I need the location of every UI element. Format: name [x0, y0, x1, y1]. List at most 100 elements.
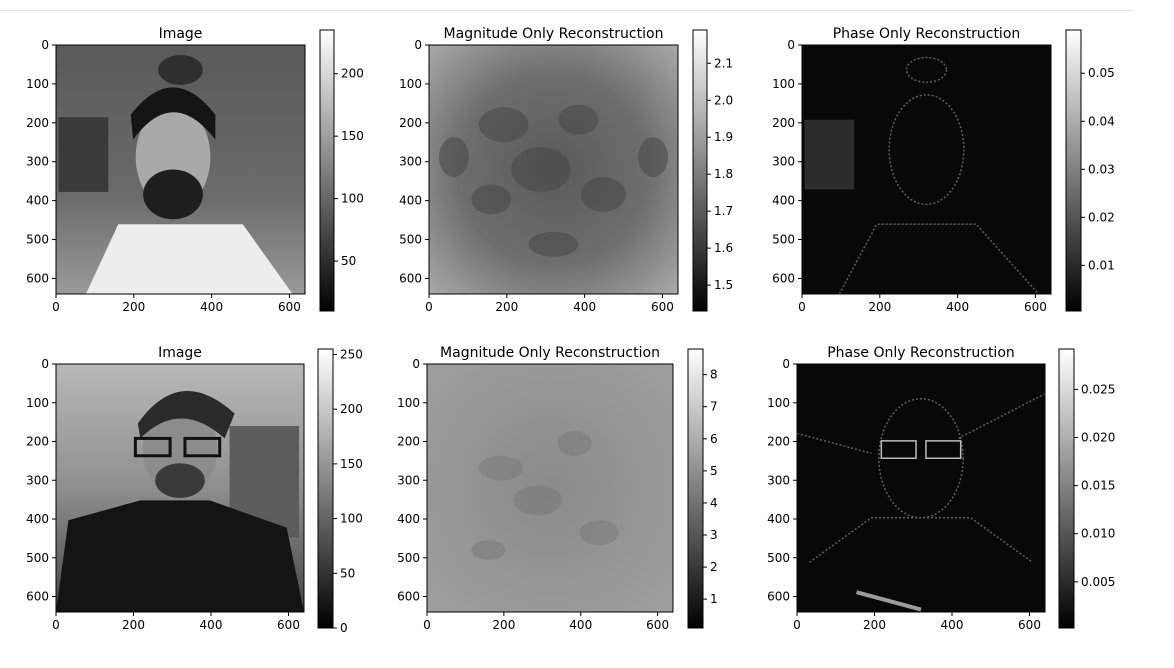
colorbar-tick-label: 0.05	[1088, 66, 1115, 80]
texture-blob	[513, 485, 563, 516]
colorbar	[1065, 29, 1082, 312]
y-tick-label: 100	[399, 77, 422, 91]
x-tick-label: 200	[863, 618, 886, 632]
y-tick-label: 100	[26, 77, 49, 91]
y-tick-label: 300	[399, 155, 422, 169]
y-tick-label: 400	[772, 194, 795, 208]
colorbar-tick-label: 100	[340, 512, 363, 526]
y-tick-label: 500	[397, 551, 420, 565]
glasses-right-outline	[925, 440, 962, 459]
y-tick-label: 600	[26, 271, 49, 285]
subplot-title: Phase Only Reconstruction	[827, 345, 1015, 361]
colorbar	[692, 29, 708, 312]
colorbar-tick-label: 150	[340, 457, 363, 471]
colorbar-tick-label: 2	[710, 560, 718, 574]
subplot-title: Image	[159, 26, 203, 42]
subplot-1: Image 0 200 400 600 0 100 200 300 400 500 600 50 100 1…	[26, 26, 364, 314]
hair-shape	[137, 391, 235, 439]
colorbar-tick-label: 2.0	[714, 93, 733, 107]
y-tick-label: 300	[397, 473, 420, 487]
colorbar-tick-label: 1.7	[714, 204, 733, 218]
colorbar-tick-label: 50	[341, 254, 356, 268]
colorbar-tick-label: 1.6	[714, 241, 733, 255]
y-tick-label: 400	[399, 194, 422, 208]
shoulder-outline	[838, 223, 1040, 295]
axes-frame	[55, 363, 305, 613]
colorbar-tick-label: 0.015	[1081, 479, 1115, 493]
y-tick-label: 400	[767, 512, 790, 526]
colorbar-tick-label: 50	[340, 566, 355, 580]
colorbar-tick-label: 0.005	[1081, 575, 1115, 589]
y-tick-label: 600	[399, 271, 422, 285]
y-tick-label: 200	[772, 116, 795, 130]
y-tick-label: 500	[26, 233, 49, 247]
texture-blob	[557, 430, 592, 456]
y-tick-label: 200	[26, 116, 49, 130]
y-tick-label: 200	[399, 116, 422, 130]
axes-frame	[796, 363, 1046, 613]
top-divider	[0, 10, 1134, 11]
y-tick-label: 400	[26, 512, 49, 526]
shoulder-outline	[808, 517, 1034, 564]
colorbar-tick-label: 200	[341, 67, 364, 81]
subplot-title: Phase Only Reconstruction	[833, 26, 1021, 42]
subplot-title: Image	[158, 345, 202, 361]
shirt-on-wall-shape	[58, 117, 109, 192]
axes-frame	[801, 44, 1052, 295]
y-tick-label: 300	[772, 155, 795, 169]
y-tick-label: 600	[26, 590, 49, 604]
colorbar-tick-label: 0.03	[1088, 162, 1115, 176]
y-tick-label: 400	[397, 512, 420, 526]
y-tick-label: 600	[772, 271, 795, 285]
colorbar-tick-label: 3	[710, 528, 718, 542]
colorbar-tick-label: 1.9	[714, 130, 733, 144]
x-tick-label: 600	[646, 618, 669, 632]
lamp-outline	[905, 56, 948, 84]
x-tick-label: 200	[492, 618, 515, 632]
y-tick-label: 500	[399, 233, 422, 247]
y-tick-label: 200	[767, 435, 790, 449]
y-tick-label: 0	[782, 357, 790, 371]
lamp-shape	[158, 54, 203, 85]
x-tick-label: 200	[868, 300, 891, 314]
y-tick-label: 200	[397, 435, 420, 449]
colorbar-tick-label: 0.01	[1088, 258, 1115, 272]
x-tick-label: 0	[425, 300, 433, 314]
colorbar-tick-label: 0	[340, 621, 348, 635]
colorbar-tick-label: 2.1	[714, 56, 733, 70]
x-tick-label: 400	[200, 300, 223, 314]
y-tick-label: 600	[397, 590, 420, 604]
colorbar-tick-label: 8	[710, 368, 718, 382]
x-tick-label: 0	[798, 300, 806, 314]
subplot-3: Phase Only Reconstruction 0 200 400 600 0 100 2…	[772, 26, 1115, 314]
colorbar-tick-label: 6	[710, 432, 718, 446]
y-tick-label: 100	[772, 77, 795, 91]
glasses-right-shape	[183, 436, 222, 458]
texture-blob	[438, 137, 469, 177]
shirt-text-texture	[856, 590, 922, 612]
y-tick-label: 600	[767, 590, 790, 604]
tshirt-shape	[56, 500, 304, 612]
y-tick-label: 500	[26, 551, 49, 565]
x-tick-label: 400	[200, 618, 223, 632]
colorbar	[687, 348, 704, 629]
subplot-2: Magnitude Only Reconstruction 0 200 400 600 0…	[399, 26, 733, 314]
y-tick-label: 500	[772, 233, 795, 247]
y-tick-label: 100	[26, 396, 49, 410]
y-tick-label: 400	[26, 194, 49, 208]
x-tick-label: 600	[651, 300, 674, 314]
y-tick-label: 0	[412, 357, 420, 371]
texture-blob	[580, 176, 626, 212]
glasses-left-shape	[133, 436, 172, 458]
texture-blob	[638, 137, 669, 177]
colorbar	[1058, 348, 1075, 629]
axes-frame	[426, 363, 674, 613]
image-background	[797, 364, 1045, 612]
x-tick-label: 200	[495, 300, 518, 314]
colorbar-tick-label: 1	[710, 592, 718, 606]
texture-blob	[528, 231, 579, 257]
colorbar-tick-label: 0.020	[1081, 431, 1115, 445]
